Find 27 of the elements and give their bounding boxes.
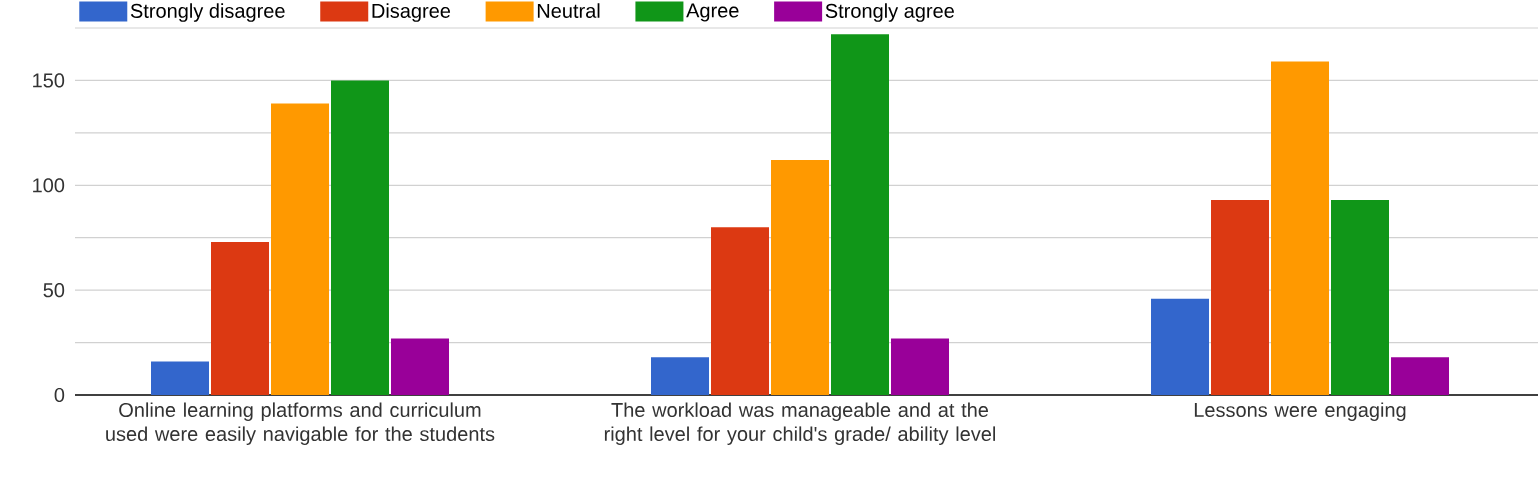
legend-label: Strongly agree [825, 3, 954, 22]
bar [331, 80, 390, 395]
bar [891, 338, 950, 395]
x-tick-label: Online learning platforms and curriculum used were easily navigable for the students [106, 402, 495, 446]
bar [271, 103, 330, 395]
legend-label: Neutral [537, 3, 600, 18]
bar [1331, 199, 1390, 395]
bar [151, 361, 209, 395]
bar [1211, 199, 1270, 395]
legend-label: Agree [686, 3, 739, 22]
x-tick-label: Lessons were engaging [1194, 402, 1406, 422]
bar [771, 160, 830, 395]
y-tick-label: 100 [33, 178, 65, 193]
bar [1391, 357, 1450, 395]
bar [711, 227, 770, 395]
y-tick-label: 0 [54, 387, 65, 403]
y-tick-label: 150 [33, 73, 65, 88]
bar [1151, 298, 1210, 395]
bar [211, 241, 270, 395]
legend-label: Disagree [372, 3, 451, 22]
bar [831, 34, 890, 395]
legend-label: Strongly disagree [130, 3, 285, 22]
y-tick-label: 50 [43, 283, 65, 298]
bar [391, 338, 450, 395]
x-tick-label: The workload was manageable and at the right level for your child's grade/ ability level [604, 402, 996, 446]
bar [1271, 61, 1330, 395]
bar [651, 357, 710, 395]
